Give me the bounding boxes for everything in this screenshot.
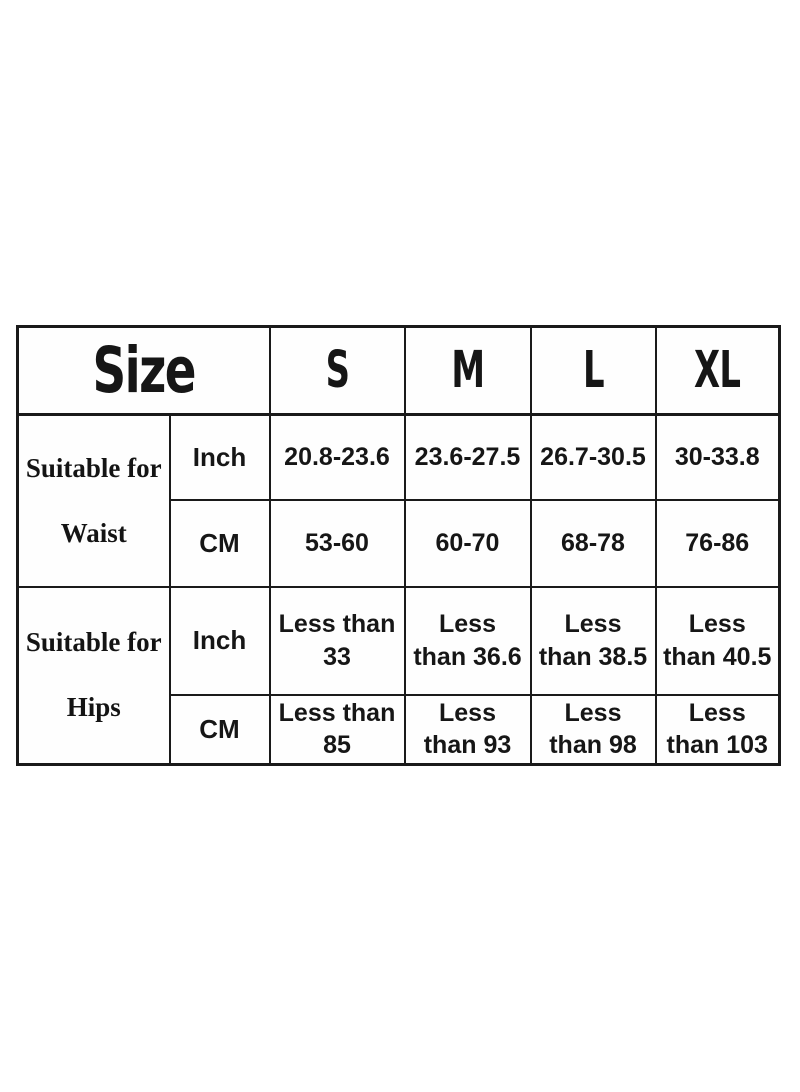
value-cell-waist-cm-xl: 76-86 <box>654 498 781 588</box>
column-header-l: L <box>529 325 657 416</box>
group-label-line2: Waist <box>60 517 127 548</box>
value-cell-hips-inch-m: Less than 36.6 <box>403 585 532 696</box>
value-cell-hips-cm-m: Less than 93 <box>403 693 532 766</box>
size-chart-table: Size S M L XL Suitable for <box>16 325 781 766</box>
unit-cell-hips-cm: CM <box>168 693 271 766</box>
value-cell-waist-inch-m: 23.6-27.5 <box>403 413 532 501</box>
value-cell-waist-cm-s: 53-60 <box>268 498 406 588</box>
unit-cell-waist-cm: CM <box>168 498 271 588</box>
value-cell-hips-cm-l: Less than 98 <box>529 693 657 766</box>
group-label-line1: Suitable for <box>25 627 162 658</box>
size-header-cell: Size <box>16 325 271 416</box>
waist-cm-row: CM 53-60 60-70 68-78 76-86 <box>18 498 781 588</box>
value-cell-hips-cm-s: Less than 85 <box>268 693 406 766</box>
unit-cell-hips-inch: Inch <box>168 585 271 696</box>
unit-cell-waist-inch: Inch <box>168 413 271 501</box>
row-group-waist: Suitable for Waist <box>16 413 171 588</box>
size-header-label: Size <box>92 333 197 408</box>
hips-inch-row: Suitable for Hips Inch Less than 33 Less… <box>16 585 781 766</box>
hips-cm-row: CM Less than 85 Less than 93 Less than 9… <box>18 693 781 766</box>
value-cell-waist-cm-m: 60-70 <box>403 498 532 588</box>
value-cell-waist-cm-l: 68-78 <box>529 498 657 588</box>
value-cell-waist-inch-xl: 30-33.8 <box>654 413 781 501</box>
value-cell-waist-inch-l: 26.7-30.5 <box>529 413 657 501</box>
value-cell-waist-inch-s: 20.8-23.6 <box>268 413 406 501</box>
column-header-s: S <box>268 325 406 416</box>
waist-inch-row: Suitable for Waist Inch 20.8-23.6 23.6-2… <box>16 413 781 588</box>
value-cell-hips-inch-s: Less than 33 <box>268 585 406 696</box>
column-header-xl: XL <box>654 325 781 416</box>
value-cell-hips-inch-xl: Less than 40.5 <box>654 585 781 696</box>
row-group-hips: Suitable for Hips <box>16 585 171 766</box>
group-label-line1: Suitable for <box>25 452 162 483</box>
column-header-m: M <box>403 325 532 416</box>
group-label-line2: Hips <box>66 692 121 723</box>
value-cell-hips-cm-xl: Less than 103 <box>654 693 781 766</box>
value-cell-hips-inch-l: Less than 38.5 <box>529 585 657 696</box>
table-header-row: Size S M L XL <box>16 325 781 416</box>
